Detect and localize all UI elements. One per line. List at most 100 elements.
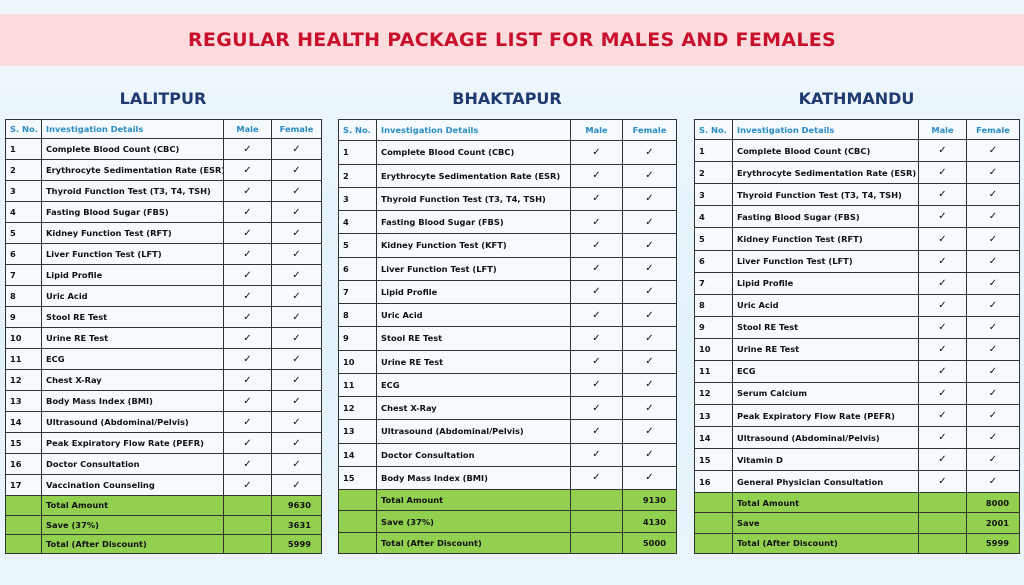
total-label: Save (37%)	[376, 510, 571, 533]
serial-number: 8	[5, 285, 42, 308]
serial-number: 8	[338, 303, 377, 328]
investigation-name: Body Mass Index (BMI)	[376, 465, 571, 491]
male-cell: ✓	[570, 303, 623, 328]
total-value: 5000	[622, 531, 677, 555]
table-row: 10 Urine RE Test ✓ ✓	[5, 327, 322, 350]
female-cell: ✓	[622, 186, 677, 212]
check-icon: ✓	[292, 395, 301, 407]
table-row: 13 Ultrasound (Abdominal/Pelvis) ✓ ✓	[338, 419, 677, 444]
table-row: 6 Liver Function Test (LFT) ✓ ✓	[694, 249, 1020, 273]
check-icon: ✓	[988, 365, 998, 377]
check-icon: ✓	[938, 387, 947, 399]
check-icon: ✓	[645, 332, 654, 344]
male-cell: ✓	[918, 315, 967, 339]
table-row: 8 Uric Acid ✓ ✓	[694, 293, 1020, 317]
check-icon: ✓	[645, 472, 654, 484]
investigation-name: Stool RE Test	[732, 315, 919, 339]
investigation-name: Chest X-Ray	[41, 369, 224, 392]
investigation-name: Peak Expiratory Flow Rate (PEFR)	[41, 432, 224, 455]
check-icon: ✓	[988, 299, 998, 311]
total-value: 5999	[966, 532, 1020, 555]
serial-number: 13	[338, 419, 377, 444]
city-title: KATHMANDU	[798, 89, 915, 108]
check-icon: ✓	[292, 206, 301, 218]
check-icon: ✓	[592, 402, 601, 414]
male-cell: ✓	[223, 201, 272, 224]
male-cell: ✓	[918, 426, 967, 450]
male-cell: ✓	[223, 369, 272, 392]
header-sno: S. No.	[5, 118, 42, 140]
investigation-name: Thyroid Function Test (T3, T4, TSH)	[41, 180, 224, 203]
check-icon: ✓	[988, 432, 998, 444]
female-cell: ✓	[966, 205, 1020, 229]
investigation-name: Erythrocyte Sedimentation Rate (ESR)	[732, 161, 919, 185]
check-icon: ✓	[292, 437, 301, 449]
female-cell: ✓	[271, 285, 322, 308]
male-cell: ✓	[570, 140, 623, 165]
female-cell: ✓	[622, 233, 677, 258]
total-row: Save 2001	[694, 512, 1020, 534]
investigation-name: Lipid Profile	[376, 279, 571, 305]
check-icon: ✓	[243, 290, 252, 302]
female-cell: ✓	[966, 359, 1020, 383]
investigation-name: Vaccination Counseling	[41, 474, 224, 497]
investigation-name: Uric Acid	[376, 303, 571, 328]
check-icon: ✓	[243, 416, 252, 428]
table-row: 9 Stool RE Test ✓ ✓	[5, 306, 322, 329]
empty-cell	[570, 510, 623, 533]
female-cell: ✓	[271, 348, 322, 371]
female-cell: ✓	[622, 256, 677, 281]
male-cell: ✓	[918, 271, 967, 295]
check-icon: ✓	[988, 233, 998, 245]
check-icon: ✓	[988, 189, 998, 201]
total-label: Total Amount	[376, 489, 571, 512]
total-row: Save (37%) 3631	[5, 514, 322, 535]
investigation-name: Ultrasound (Abdominal/Pelvis)	[376, 419, 571, 444]
total-value: 3631	[271, 514, 322, 535]
serial-number: 8	[694, 293, 733, 317]
female-cell: ✓	[271, 369, 322, 392]
male-cell: ✓	[223, 390, 272, 413]
check-icon: ✓	[292, 458, 301, 470]
check-icon: ✓	[645, 379, 654, 391]
check-icon: ✓	[292, 311, 301, 323]
serial-number: 4	[5, 201, 42, 224]
check-icon: ✓	[243, 374, 252, 386]
check-icon: ✓	[938, 299, 947, 311]
header-male: Male	[223, 118, 272, 140]
check-icon: ✓	[645, 356, 654, 368]
check-icon: ✓	[592, 170, 601, 182]
header-sno: S. No.	[338, 118, 377, 142]
investigation-name: Stool RE Test	[376, 326, 571, 351]
female-cell: ✓	[271, 180, 322, 203]
check-icon: ✓	[988, 387, 998, 399]
empty-cell	[570, 489, 623, 512]
check-icon: ✓	[592, 332, 601, 344]
male-cell: ✓	[918, 381, 967, 405]
investigation-name: Peak Expiratory Flow Rate (PEFR)	[732, 403, 919, 428]
header-row: S. No. Investigation Details Male Female	[5, 118, 322, 140]
male-cell: ✓	[918, 205, 967, 229]
check-icon: ✓	[592, 216, 601, 228]
check-icon: ✓	[938, 233, 947, 245]
table-row: 13 Peak Expiratory Flow Rate (PEFR) ✓ ✓	[694, 403, 1020, 428]
female-cell: ✓	[271, 222, 322, 245]
package-table: S. No. Investigation Details Male Female 1 Co…	[338, 118, 677, 555]
package-table: S. No. Investigation Details Male Female 1 Co…	[694, 118, 1020, 555]
serial-number: 6	[694, 249, 733, 273]
male-cell: ✓	[918, 227, 967, 251]
serial-number: 5	[338, 233, 377, 258]
male-cell: ✓	[570, 186, 623, 212]
check-icon: ✓	[292, 164, 301, 176]
male-cell: ✓	[918, 161, 967, 185]
city-title: LALITPUR	[119, 89, 207, 108]
check-icon: ✓	[243, 332, 252, 344]
serial-number: 7	[694, 271, 733, 295]
table-row: 3 Thyroid Function Test (T3, T4, TSH) ✓ ✓	[694, 183, 1020, 207]
investigation-name: Erythrocyte Sedimentation Rate (ESR)	[41, 159, 224, 182]
female-cell: ✓	[622, 442, 677, 467]
check-icon: ✓	[645, 146, 654, 158]
table-row: 4 Fasting Blood Sugar (FBS) ✓ ✓	[338, 210, 677, 235]
investigation-name: Thyroid Function Test (T3, T4, TSH)	[376, 186, 571, 212]
female-cell: ✓	[271, 264, 322, 287]
